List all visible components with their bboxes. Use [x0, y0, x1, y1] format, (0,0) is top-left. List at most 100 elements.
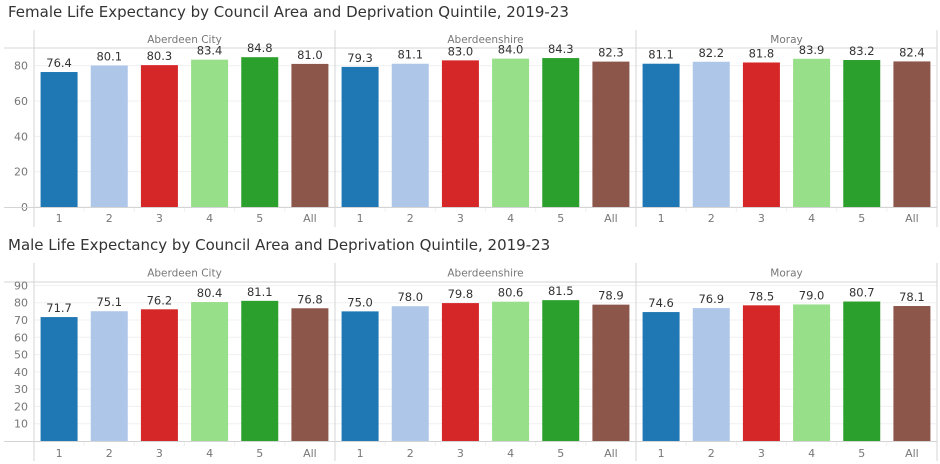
- data-label: 81.1: [397, 48, 423, 62]
- female-bar-moray-4: [793, 58, 831, 207]
- female-bar-moray-all: [893, 61, 931, 207]
- x-tick-label: 2: [708, 447, 715, 460]
- data-label: 83.4: [197, 44, 223, 58]
- data-label: 75.1: [96, 295, 122, 309]
- male-bar-aberdeenshire-1: [341, 311, 379, 441]
- female-bar-aberdeen-city-1: [40, 72, 78, 207]
- data-label: 78.1: [899, 290, 925, 304]
- male-bar-aberdeen-city-4: [191, 302, 229, 441]
- panel-label-aberdeenshire: Aberdeenshire: [447, 268, 523, 280]
- x-tick-label: 1: [56, 212, 63, 225]
- female-bar-aberdeen-city-5: [241, 57, 279, 207]
- x-tick-label: All: [303, 212, 317, 225]
- x-tick-label: 1: [357, 447, 364, 460]
- x-tick-label: All: [905, 447, 919, 460]
- y-tick-label: 10: [14, 418, 28, 431]
- data-label: 83.9: [799, 43, 825, 57]
- y-tick-label: 80: [14, 297, 28, 310]
- data-label: 76.4: [46, 56, 72, 70]
- data-label: 78.9: [598, 289, 624, 303]
- female-bar-aberdeen-city-4: [191, 59, 229, 207]
- y-tick-label: 60: [14, 331, 28, 344]
- x-tick-label: 5: [858, 212, 865, 225]
- male-bar-moray-all: [893, 306, 931, 441]
- female-bar-aberdeenshire-3: [441, 60, 479, 207]
- female-bar-moray-5: [843, 60, 881, 207]
- y-tick-label: 30: [14, 383, 28, 396]
- x-tick-label: 1: [56, 447, 63, 460]
- panel-label-aberdeen-city: Aberdeen City: [147, 268, 222, 280]
- x-tick-label: 3: [457, 447, 464, 460]
- x-tick-label: All: [905, 212, 919, 225]
- x-tick-label: 2: [407, 447, 414, 460]
- male-bar-aberdeen-city-3: [140, 309, 178, 441]
- male-chart-title: Male Life Expectancy by Council Area and…: [8, 236, 551, 254]
- male-bar-aberdeen-city-2: [90, 311, 128, 441]
- male-bar-aberdeenshire-all: [592, 304, 630, 441]
- male-bar-moray-2: [692, 308, 730, 441]
- panel-label-moray: Moray: [770, 268, 802, 280]
- x-tick-label: 2: [708, 212, 715, 225]
- x-tick-label: 4: [507, 447, 514, 460]
- x-tick-label: 3: [758, 212, 765, 225]
- x-tick-label: 3: [457, 212, 464, 225]
- data-label: 81.0: [297, 48, 323, 62]
- female-bar-aberdeen-city-3: [140, 65, 178, 208]
- x-tick-label: 3: [156, 212, 163, 225]
- y-tick-label: 40: [14, 366, 28, 379]
- male-bar-aberdeenshire-3: [441, 303, 479, 441]
- data-label: 83.0: [448, 44, 474, 58]
- y-tick-label: 20: [14, 400, 28, 413]
- female-bar-aberdeenshire-5: [542, 58, 580, 207]
- female-bar-aberdeenshire-2: [391, 63, 429, 208]
- data-label: 76.2: [147, 293, 173, 307]
- x-tick-label: All: [604, 447, 618, 460]
- x-tick-label: 4: [206, 447, 213, 460]
- y-tick-label: 80: [14, 60, 28, 73]
- female-chart-title: Female Life Expectancy by Council Area a…: [8, 3, 569, 21]
- female-bar-moray-3: [742, 62, 780, 208]
- female-bar-aberdeenshire-1: [341, 66, 379, 207]
- data-label: 80.7: [849, 286, 875, 300]
- panel-label-moray: Moray: [770, 34, 802, 46]
- y-tick-label: 40: [14, 130, 28, 143]
- y-tick-label: 20: [14, 166, 28, 179]
- x-tick-label: 2: [106, 212, 113, 225]
- x-tick-label: 4: [808, 447, 815, 460]
- x-tick-label: 4: [808, 212, 815, 225]
- x-tick-label: 1: [357, 212, 364, 225]
- male-bar-aberdeen-city-all: [291, 308, 329, 441]
- data-label: 84.3: [548, 42, 574, 56]
- x-tick-label: All: [604, 212, 618, 225]
- male-bar-aberdeenshire-5: [542, 300, 580, 441]
- x-tick-label: All: [303, 447, 317, 460]
- female-bar-aberdeenshire-4: [492, 58, 530, 207]
- x-tick-label: 4: [206, 212, 213, 225]
- data-label: 76.8: [297, 292, 323, 306]
- female-bar-aberdeenshire-all: [592, 61, 630, 207]
- male-bar-moray-5: [843, 301, 881, 441]
- data-label: 82.4: [899, 45, 925, 59]
- female-bar-moray-1: [642, 63, 680, 208]
- data-label: 84.0: [498, 43, 524, 57]
- male-bar-aberdeenshire-2: [391, 306, 429, 441]
- data-label: 81.1: [247, 285, 273, 299]
- data-label: 83.2: [849, 44, 875, 58]
- male-bar-aberdeenshire-4: [492, 301, 530, 441]
- data-label: 74.6: [648, 296, 674, 310]
- data-label: 76.9: [698, 292, 724, 306]
- data-label: 84.8: [247, 41, 273, 55]
- data-label: 80.4: [197, 286, 223, 300]
- x-tick-label: 2: [106, 447, 113, 460]
- data-label: 81.1: [648, 48, 674, 62]
- data-label: 79.0: [799, 288, 825, 302]
- data-label: 78.5: [749, 289, 775, 303]
- data-label: 75.0: [347, 295, 373, 309]
- x-tick-label: 1: [658, 447, 665, 460]
- x-tick-label: 1: [658, 212, 665, 225]
- y-tick-label: 90: [14, 279, 28, 292]
- y-tick-label: 70: [14, 314, 28, 327]
- data-label: 71.7: [46, 301, 72, 315]
